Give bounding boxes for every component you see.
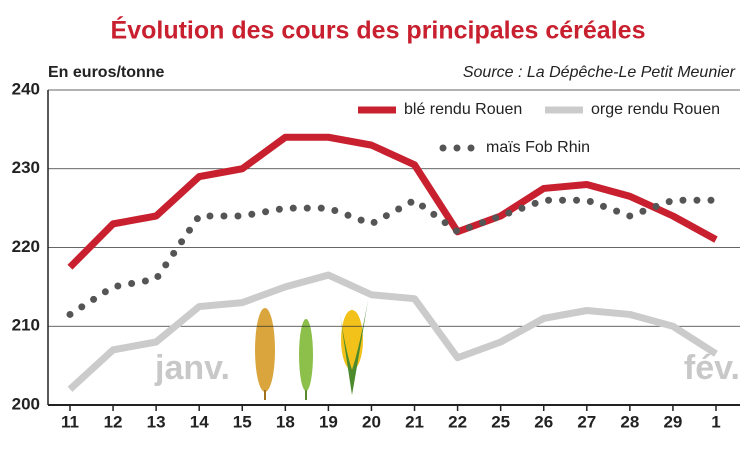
x-tick-label: 25	[491, 412, 510, 431]
y-tick-label: 200	[12, 394, 40, 413]
series-line	[67, 133, 718, 270]
x-tick-label: 26	[534, 412, 553, 431]
legend-bg	[436, 134, 621, 162]
x-tick-label: 20	[362, 412, 381, 431]
y-tick-label: 210	[12, 316, 40, 335]
legend-label: blé rendu Rouen	[404, 101, 522, 118]
x-tick-label: 29	[663, 412, 682, 431]
x-tick-label: 13	[147, 412, 166, 431]
x-tick-label: 15	[233, 412, 252, 431]
x-tick-label: 1	[711, 412, 720, 431]
x-tick-label: 11	[61, 412, 79, 431]
x-tick-label: 14	[190, 412, 209, 431]
y-tick-label: 220	[12, 237, 40, 256]
legend-label: orge rendu Rouen	[591, 101, 720, 118]
annotation: janv.	[154, 349, 230, 387]
series-line	[67, 271, 718, 392]
y-axis-label: En euros/tonne	[48, 64, 165, 81]
y-tick-label: 230	[12, 158, 40, 177]
x-tick-label: 22	[448, 412, 467, 431]
x-tick-label: 27	[577, 412, 596, 431]
legend-label: maïs Fob Rhin	[486, 139, 590, 156]
chart-title: Évolution des cours des principales céré…	[111, 16, 646, 45]
x-tick-label: 19	[319, 412, 338, 431]
x-tick-label: 21	[405, 412, 424, 431]
source: Source : La Dépêche-Le Petit Meunier	[463, 64, 736, 81]
x-tick-label: 28	[620, 412, 639, 431]
x-tick-label: 12	[104, 412, 123, 431]
cereal-icons	[255, 300, 368, 400]
y-tick-label: 240	[12, 79, 40, 98]
x-tick-label: 18	[276, 412, 295, 431]
